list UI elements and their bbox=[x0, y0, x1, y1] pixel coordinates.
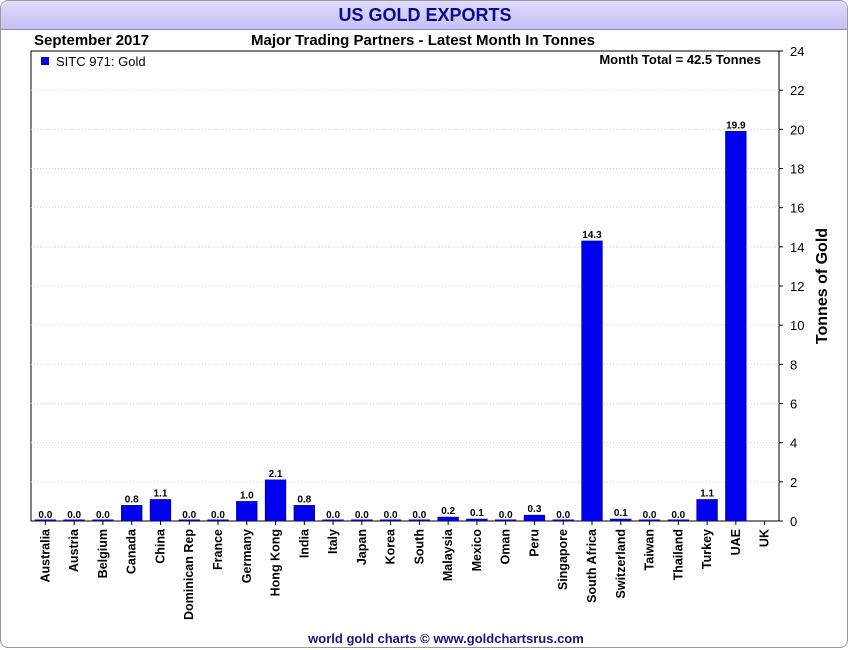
value-label: 0.3 bbox=[528, 504, 542, 515]
value-label: 1.1 bbox=[700, 488, 714, 499]
value-label: 0.0 bbox=[384, 510, 398, 521]
y-tick-label: 4 bbox=[790, 436, 797, 451]
value-label: 0.0 bbox=[556, 510, 570, 521]
value-label: 0.1 bbox=[470, 508, 484, 519]
value-label: 0.0 bbox=[38, 510, 52, 521]
bar bbox=[696, 499, 718, 522]
bar bbox=[121, 505, 143, 522]
y-tick-label: 18 bbox=[790, 162, 804, 177]
bar bbox=[725, 130, 747, 522]
x-tick-label: Singapore bbox=[556, 529, 570, 590]
x-tick-label: Dominican Rep bbox=[182, 529, 196, 620]
y-axis-label: Tonnes of Gold bbox=[814, 228, 831, 344]
x-tick-label: Switzerland bbox=[614, 529, 628, 598]
y-tick-label: 12 bbox=[790, 279, 804, 294]
value-label: 0.0 bbox=[67, 510, 81, 521]
value-label: 0.0 bbox=[326, 510, 340, 521]
value-label: 0.8 bbox=[297, 494, 311, 505]
value-label: 14.3 bbox=[582, 230, 602, 241]
bar bbox=[149, 499, 172, 522]
x-tick-label: South bbox=[412, 529, 426, 564]
x-tick-label: France bbox=[211, 529, 225, 570]
x-tick-label: Korea bbox=[384, 528, 398, 564]
chart-title: US GOLD EXPORTS bbox=[1, 1, 847, 30]
x-tick-label: UAE bbox=[729, 529, 743, 555]
x-tick-label: Turkey bbox=[700, 529, 714, 569]
value-label: 0.2 bbox=[441, 506, 455, 517]
value-label: 0.0 bbox=[96, 510, 110, 521]
bar bbox=[293, 505, 315, 522]
x-tick-label: Belgium bbox=[96, 529, 110, 578]
value-label: 1.1 bbox=[154, 488, 168, 499]
y-tick-label: 10 bbox=[790, 318, 804, 333]
x-tick-label: Japan bbox=[355, 529, 369, 565]
x-tick-label: India bbox=[297, 528, 311, 558]
y-tick-label: 8 bbox=[790, 357, 797, 372]
x-tick-label: Italy bbox=[326, 529, 340, 554]
period-label: September 2017 bbox=[34, 32, 150, 49]
x-tick-label: Canada bbox=[125, 528, 139, 574]
value-label: 0.0 bbox=[355, 510, 369, 521]
footer-credit: world gold charts © www.goldchartsrus.co… bbox=[308, 631, 584, 646]
y-tick-label: 22 bbox=[790, 83, 804, 98]
bar bbox=[466, 518, 488, 522]
value-label: 0.0 bbox=[182, 510, 196, 521]
legend-label: SITC 971: Gold bbox=[56, 54, 146, 69]
bar bbox=[236, 501, 258, 522]
x-tick-label: Australia bbox=[38, 528, 52, 583]
value-label: 0.0 bbox=[671, 510, 685, 521]
value-label: 0.0 bbox=[643, 510, 657, 521]
value-label: 0.1 bbox=[614, 508, 628, 519]
x-tick-label: South Africa bbox=[585, 528, 599, 603]
x-tick-label: Germany bbox=[240, 529, 254, 583]
x-tick-label: Hong Kong bbox=[269, 529, 283, 596]
x-tick-label: UK bbox=[758, 529, 772, 547]
legend-swatch bbox=[41, 57, 49, 65]
x-tick-label: Mexico bbox=[470, 529, 484, 572]
bar bbox=[437, 516, 459, 522]
value-label: 0.0 bbox=[211, 510, 225, 521]
value-label: 2.1 bbox=[269, 469, 283, 480]
x-tick-label: Peru bbox=[527, 529, 541, 557]
y-tick-label: 6 bbox=[790, 397, 797, 412]
y-tick-label: 20 bbox=[790, 122, 804, 137]
chart-subtitle: Major Trading Partners - Latest Month In… bbox=[251, 32, 595, 49]
bar bbox=[523, 514, 546, 522]
y-tick-label: 14 bbox=[790, 240, 804, 255]
y-tick-label: 2 bbox=[790, 475, 797, 490]
x-tick-label: Oman bbox=[499, 529, 513, 564]
value-label: 0.0 bbox=[412, 510, 426, 521]
y-tick-label: 24 bbox=[790, 44, 804, 59]
y-tick-label: 16 bbox=[790, 201, 804, 216]
x-tick-label: Austria bbox=[67, 528, 81, 572]
bar bbox=[581, 240, 603, 522]
bar bbox=[610, 518, 632, 522]
value-label: 0.8 bbox=[125, 494, 139, 505]
y-tick-label: 0 bbox=[790, 514, 797, 529]
value-label: 0.0 bbox=[499, 510, 513, 521]
x-tick-label: Thailand bbox=[671, 529, 685, 580]
x-tick-label: China bbox=[153, 528, 167, 564]
value-label: 19.9 bbox=[726, 120, 746, 131]
x-tick-label: Taiwan bbox=[643, 529, 657, 570]
x-tick-label: Malaysia bbox=[441, 528, 455, 581]
plot-area bbox=[30, 50, 780, 522]
month-total-annotation: Month Total = 42.5 Tonnes bbox=[599, 52, 761, 67]
bar bbox=[264, 479, 287, 522]
value-label: 1.0 bbox=[240, 490, 254, 501]
